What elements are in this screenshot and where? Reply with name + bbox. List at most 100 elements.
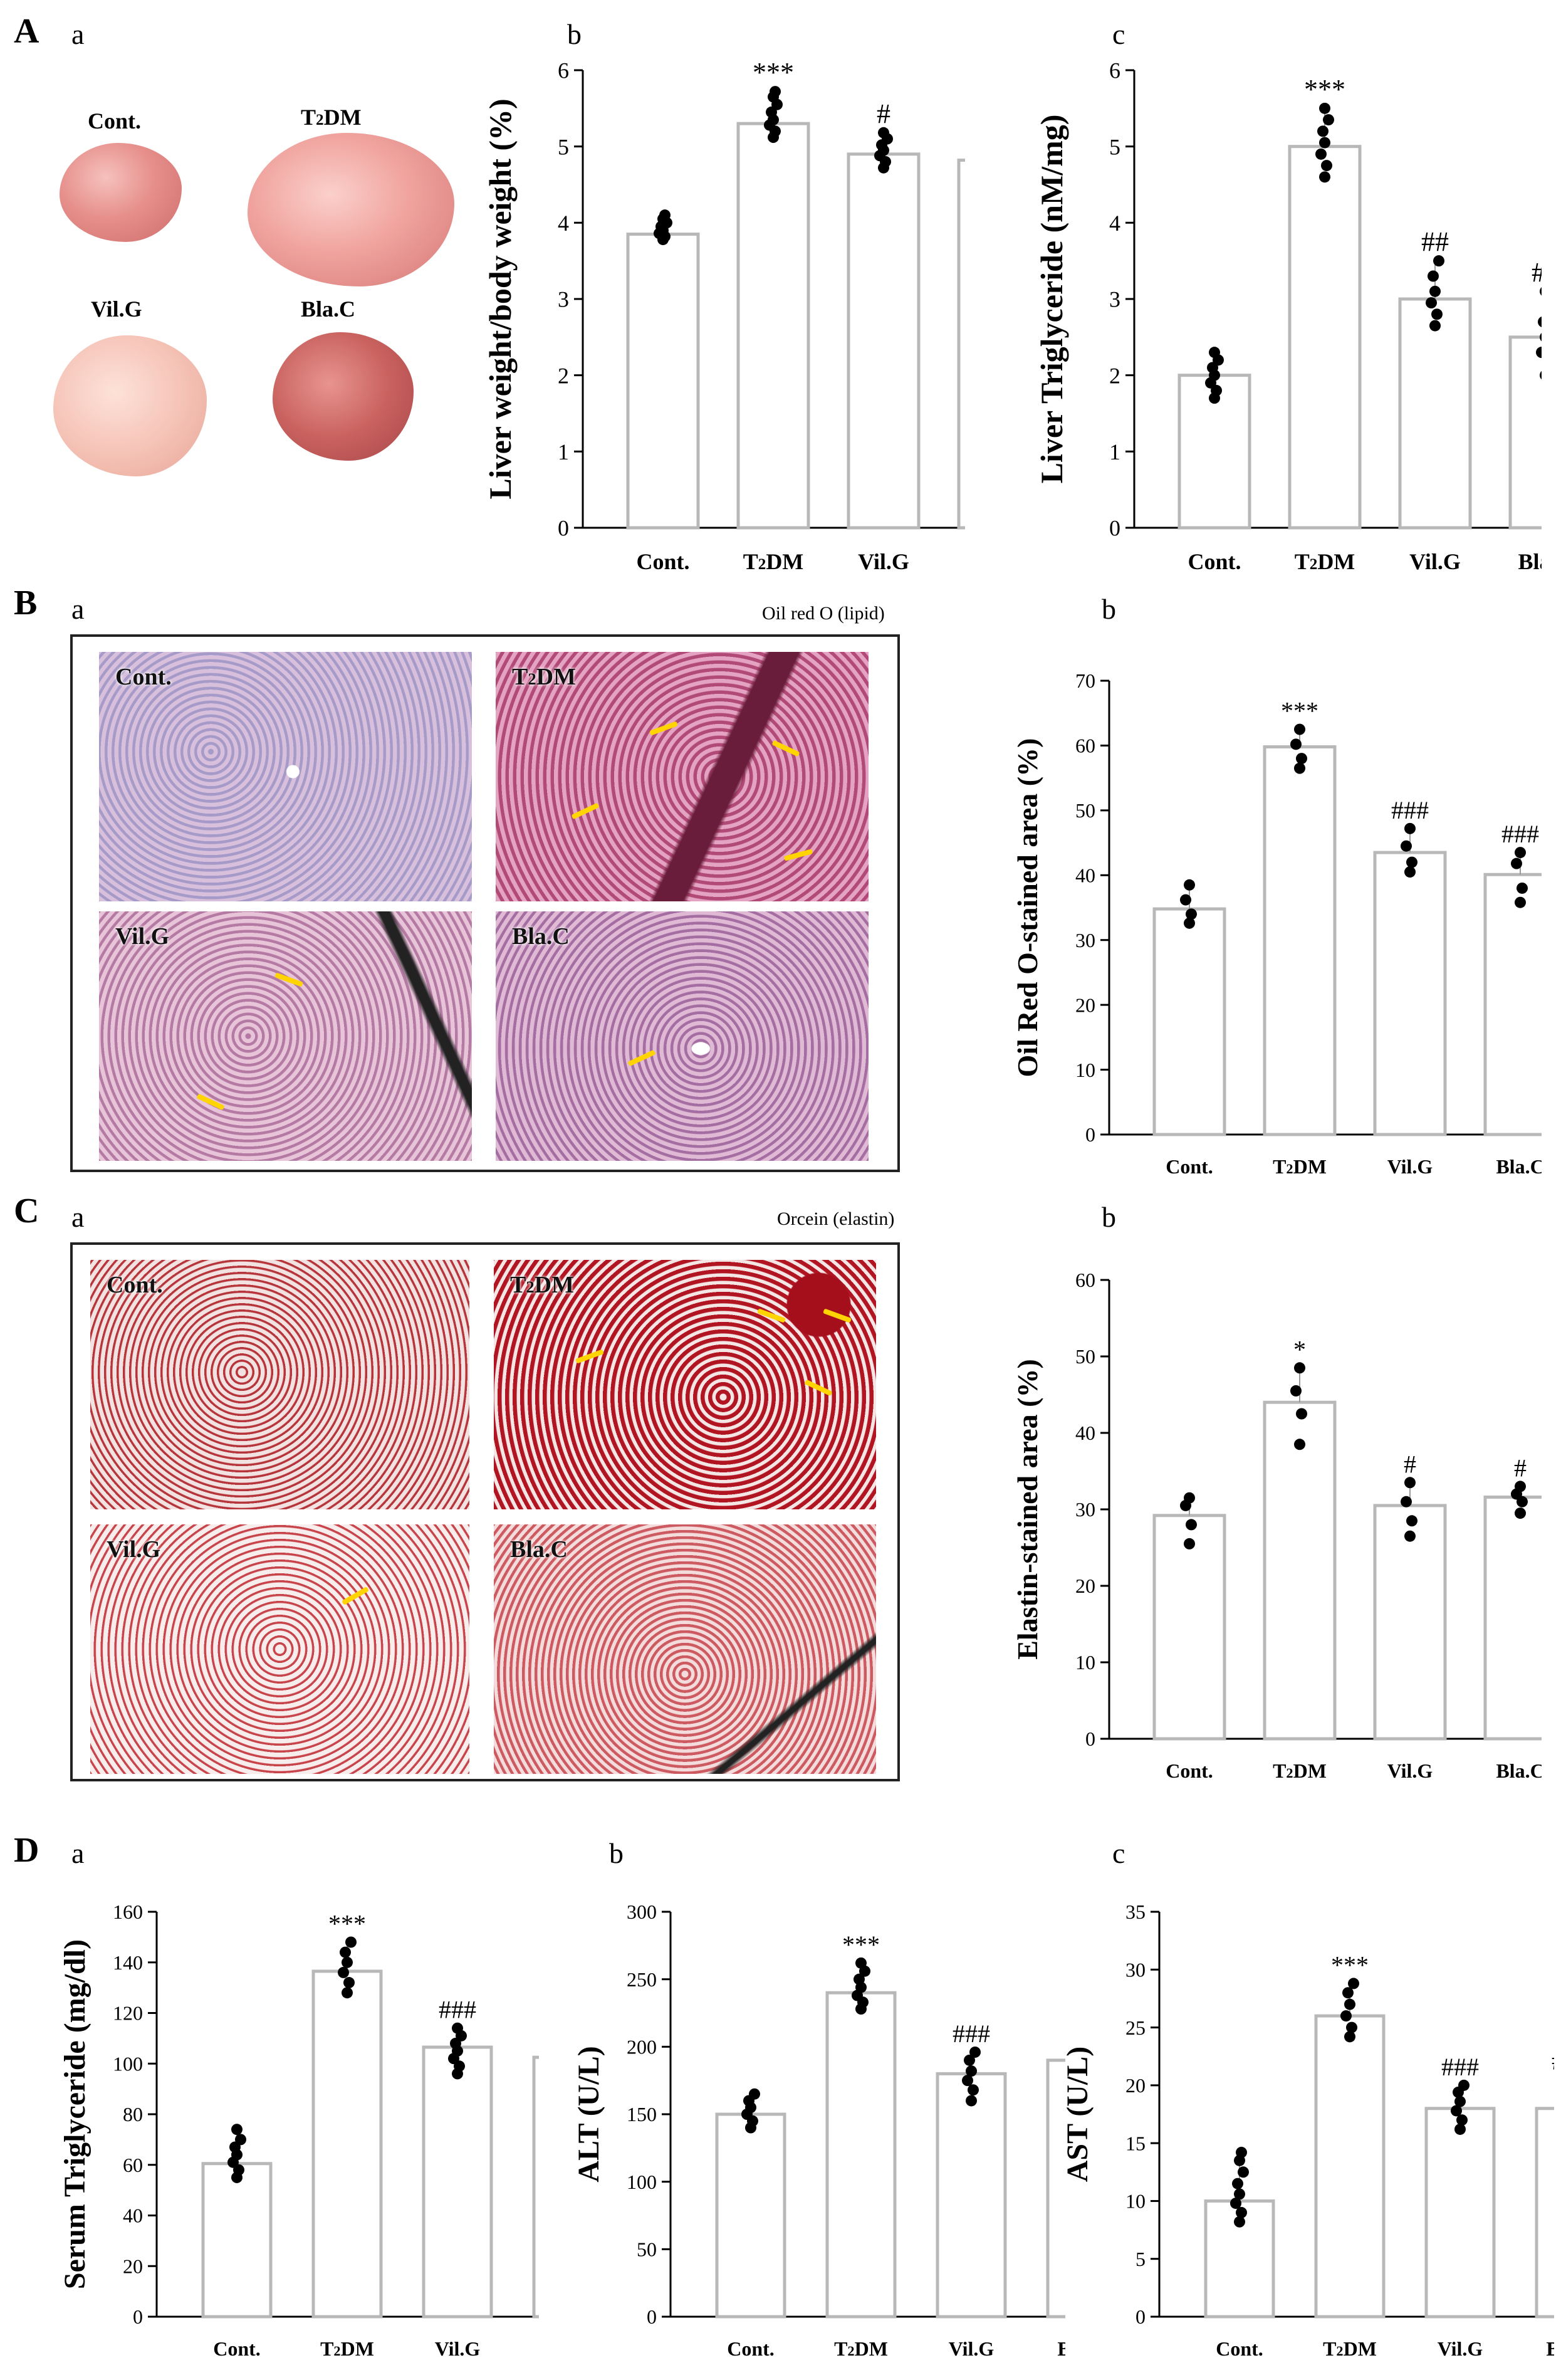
data-point	[1515, 847, 1526, 859]
x-tick-label: Bla.C	[1496, 1155, 1542, 1178]
y-tick-label: 0	[1136, 2305, 1146, 2328]
bar	[626, 233, 700, 530]
data-point	[1428, 270, 1439, 282]
data-point	[1290, 1385, 1302, 1397]
significance-label: #	[877, 98, 890, 129]
data-point	[342, 1987, 353, 1999]
bar	[1373, 1504, 1447, 1741]
data-point	[962, 2075, 973, 2087]
data-point	[1340, 2010, 1352, 2022]
data-point	[1230, 2198, 1241, 2210]
bar	[311, 1969, 383, 2319]
micrograph-label-c-blac: Bla.C	[510, 1536, 568, 1563]
y-axis-label: ALT (U/L)	[572, 2046, 605, 2182]
data-point	[1511, 857, 1522, 869]
significance-label: *	[1293, 1335, 1306, 1363]
data-point	[1517, 882, 1528, 894]
y-tick-label: 140	[113, 1951, 143, 1974]
data-point	[1540, 287, 1542, 296]
arrow-icon	[823, 1308, 852, 1323]
micrograph-frame-b: Cont. T2DM Vil.G Bla.C	[70, 634, 900, 1172]
y-tick-label: 3	[1109, 287, 1120, 312]
data-point	[1401, 1496, 1412, 1507]
arrow-icon	[783, 849, 813, 861]
x-tick-label: Vil.G	[949, 2337, 995, 2360]
data-point	[1290, 738, 1302, 750]
y-tick-label: 5	[1109, 134, 1120, 159]
data-point	[1319, 137, 1330, 149]
photo-label-blac: Bla.C	[301, 296, 356, 322]
data-point	[1404, 1530, 1416, 1542]
y-tick-label: 0	[1085, 1123, 1095, 1146]
data-point	[1234, 2188, 1245, 2200]
y-tick-label: 250	[627, 1968, 657, 1991]
y-tick-label: 6	[1109, 58, 1120, 83]
chart-alt: 0 50 100 150 200 250 300 ALT (U/L) Cont. *** T2DM #…	[572, 1900, 1065, 2360]
y-tick-label: 35	[1125, 1900, 1146, 1923]
significance-label: ##	[1421, 226, 1449, 257]
liver-photo-cont	[60, 143, 182, 242]
y-tick-label: 5	[1136, 2248, 1146, 2270]
arrow-icon	[771, 740, 800, 757]
bar	[1263, 1400, 1337, 1741]
data-point	[855, 1957, 867, 1969]
data-point	[452, 2022, 463, 2034]
y-tick-label: 60	[1075, 735, 1095, 757]
significance-label: ###	[439, 1996, 476, 2024]
arrow-icon	[804, 1379, 833, 1397]
data-point	[1294, 723, 1305, 735]
y-tick-label: 0	[133, 2305, 143, 2328]
bar	[1483, 873, 1542, 1136]
data-point	[1294, 762, 1305, 774]
x-tick-label: Cont.	[1166, 1155, 1213, 1178]
data-point	[1234, 2216, 1245, 2228]
data-point	[1342, 1987, 1354, 1999]
data-point	[1515, 1481, 1526, 1492]
subpanel-d-b: b	[609, 1837, 624, 1869]
y-tick-label: 10	[1075, 1059, 1095, 1081]
stain-note-orcein: Orcein (elastin)	[777, 1208, 895, 1229]
y-tick-label: 150	[627, 2103, 657, 2126]
y-tick-label: 30	[1125, 1958, 1146, 1981]
significance-label: ***	[753, 57, 794, 88]
data-point	[969, 2046, 981, 2058]
x-tick-label: Vil.G	[1387, 1155, 1433, 1178]
micrograph-c-t2dm: T2DM	[494, 1260, 876, 1509]
subpanel-b-a: a	[71, 593, 85, 625]
x-tick-label: T2DM	[1273, 1155, 1327, 1178]
bar	[1152, 1514, 1226, 1741]
y-tick-label: 40	[1075, 1422, 1095, 1444]
subpanel-a-a: a	[71, 18, 85, 50]
data-point	[1315, 148, 1327, 160]
data-point	[966, 2095, 977, 2107]
data-point	[854, 1973, 865, 1985]
significance-label: #	[1514, 1454, 1527, 1482]
y-tick-label: 0	[1085, 1727, 1095, 1750]
subpanel-c-a: a	[71, 1201, 85, 1233]
data-point	[1294, 1362, 1305, 1374]
data-point	[1344, 1998, 1355, 2010]
data-point	[1406, 856, 1417, 868]
chart-oil-red-o-area: 0 10 20 30 40 50 60 70 Oil Red O-stained area (%…	[1011, 669, 1542, 1178]
y-tick-label: 20	[123, 2255, 143, 2277]
data-point	[1344, 2031, 1355, 2043]
y-tick-label: 100	[113, 2052, 143, 2075]
micrograph-frame-c: Cont. T2DM Vil.G Bla.C	[70, 1242, 900, 1781]
y-tick-label: 20	[1125, 2074, 1146, 2097]
y-tick-label: 25	[1125, 2016, 1146, 2039]
data-point	[1232, 2178, 1243, 2189]
data-point	[1186, 908, 1197, 920]
y-tick-label: 10	[1125, 2190, 1146, 2213]
data-point	[1538, 317, 1542, 327]
x-tick-label: Bla.C	[1518, 549, 1542, 574]
x-tick-label: Vil.G	[1438, 2337, 1483, 2360]
data-point	[1296, 1408, 1307, 1420]
y-axis-label: Liver weight/body weight (%)	[483, 98, 518, 499]
arrow-icon	[649, 721, 678, 736]
significance-label: ###	[1501, 820, 1539, 848]
y-tick-label: 40	[123, 2204, 143, 2227]
data-point	[1406, 1515, 1417, 1527]
y-tick-label: 30	[1075, 1498, 1095, 1521]
data-point	[1404, 822, 1416, 834]
chart-liver-triglyceride: 0 1 2 3 4 5 6 Liver Triglyceride (nM/mg) Cont. **…	[1034, 58, 1542, 574]
